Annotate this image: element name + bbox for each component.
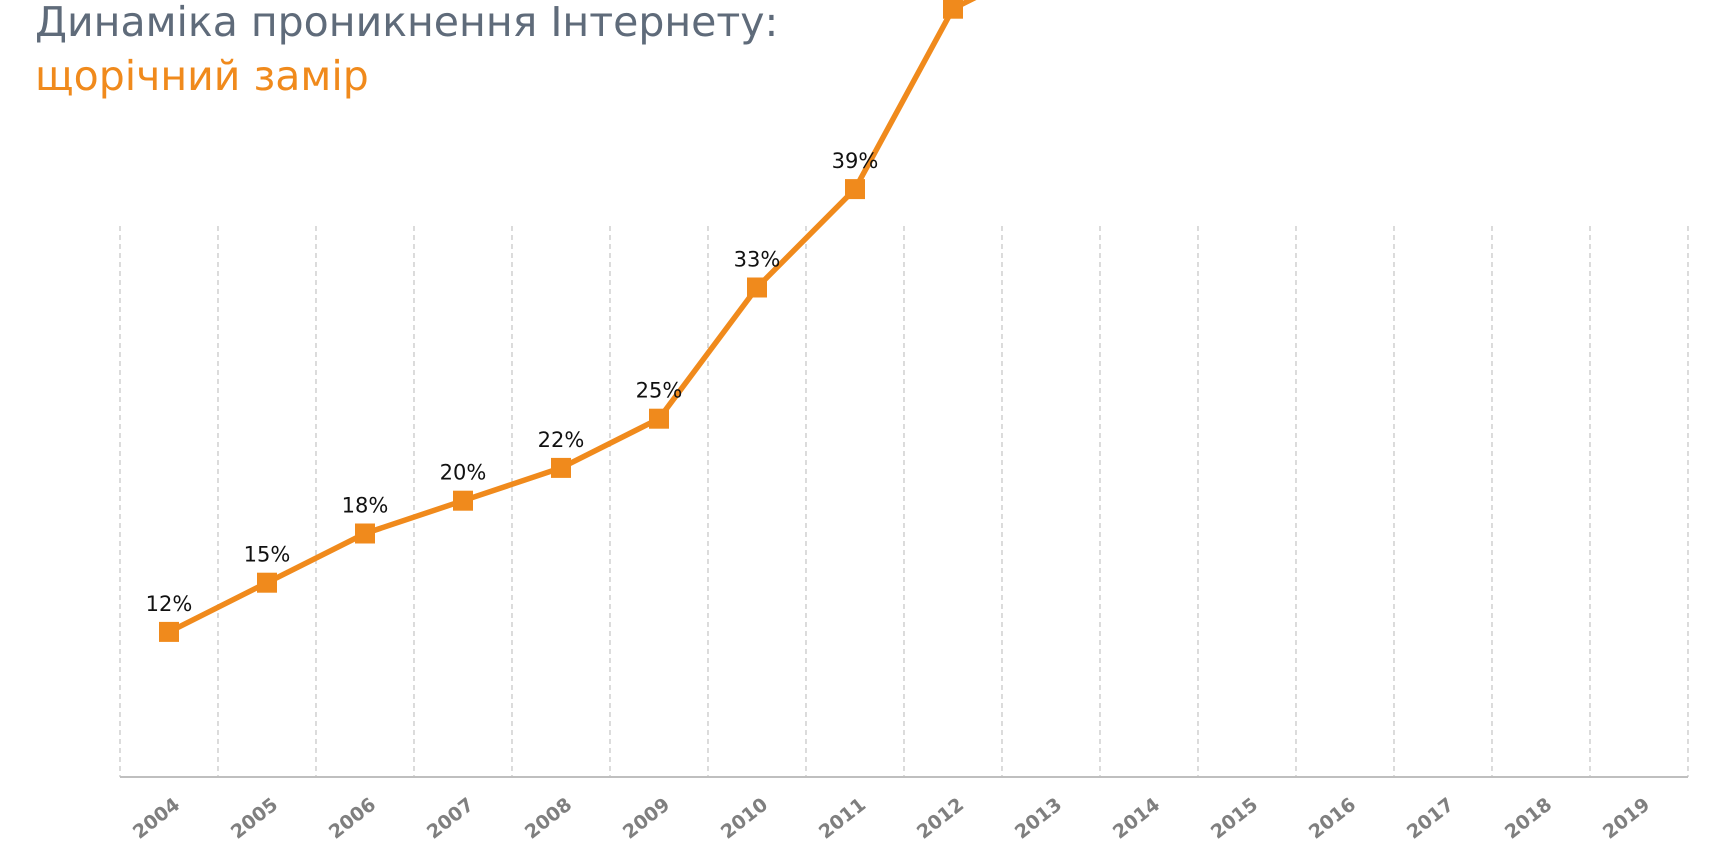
x-tick-labels: 2004 2005 2006 2007 2008 2009 2010 2011 2012 2013… (129, 794, 1654, 844)
data-point-marker (355, 523, 375, 544)
data-markers (159, 0, 963, 642)
data-point-marker (845, 179, 865, 200)
data-labels: 12%15%18%20%22%25%33%39%50%53%57%58%63%6… (146, 149, 879, 616)
data-point-marker (943, 0, 963, 19)
data-point-marker (159, 621, 179, 642)
x-tick-label: 2005 (227, 794, 282, 844)
data-series (166, 0, 977, 635)
data-label: 12% (146, 592, 193, 616)
series-line (166, 0, 977, 635)
x-tick-label: 2015 (1207, 794, 1262, 844)
data-label: 15% (244, 543, 291, 567)
data-label: 18% (342, 494, 389, 518)
data-point-marker (453, 490, 473, 511)
data-label: 25% (636, 379, 683, 403)
data-label: 22% (538, 428, 585, 452)
data-point-marker (551, 457, 571, 478)
x-tick-label: 2006 (325, 794, 380, 844)
x-tick-label: 2012 (913, 794, 968, 844)
data-point-marker (747, 277, 767, 298)
x-tick-label: 2010 (717, 794, 772, 844)
x-tick-label: 2009 (619, 794, 674, 844)
data-label: 33% (734, 248, 781, 272)
data-point-marker (649, 408, 669, 429)
x-tick-label: 2008 (521, 794, 576, 844)
grid-lines (119, 226, 1689, 777)
chart-title: Динаміка проникнення Інтернету: (35, 0, 779, 46)
x-tick-label: 2013 (1011, 794, 1066, 844)
x-tick-label: 2014 (1109, 794, 1164, 844)
x-tick-label: 2011 (815, 794, 870, 844)
x-tick-label: 2007 (423, 794, 478, 844)
x-tick-label: 2017 (1403, 794, 1458, 844)
data-label: 20% (440, 461, 487, 485)
data-label: 39% (832, 149, 879, 173)
x-tick-label: 2018 (1501, 794, 1556, 844)
x-tick-label: 2019 (1599, 794, 1654, 844)
x-tick-label: 2016 (1305, 794, 1360, 844)
x-tick-label: 2004 (129, 794, 184, 844)
data-point-marker (257, 572, 277, 593)
chart-subtitle: щорічний замір (35, 52, 369, 100)
